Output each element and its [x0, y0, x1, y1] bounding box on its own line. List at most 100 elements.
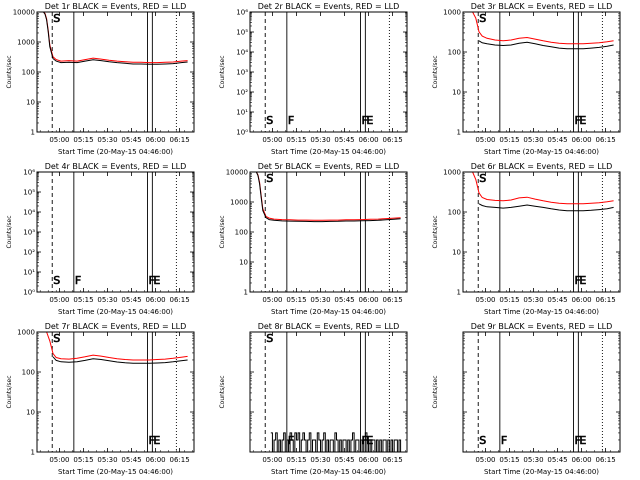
y-tick-label: 1	[244, 289, 248, 297]
marker-label: F	[75, 274, 81, 287]
y-tick-label: 10¹	[23, 269, 35, 277]
x-tick-label: 05:15	[286, 296, 306, 304]
marker-label: S	[479, 12, 486, 25]
y-tick-label: 100	[235, 229, 248, 237]
series-group	[270, 432, 403, 452]
y-axis-label: Counts/sec	[219, 55, 226, 88]
y-tick-label: 10⁰	[236, 129, 248, 137]
x-tick-label: 05:15	[499, 456, 519, 464]
series-group	[37, 332, 188, 364]
x-tick-label: 05:15	[499, 136, 519, 144]
y-axis-label: Counts/sec	[6, 55, 13, 88]
x-tick-label: 05:45	[121, 296, 141, 304]
detector-panel-9: Det 9r BLACK = Events, RED = LLD Counts/s…	[432, 322, 621, 476]
marker-label: E	[579, 114, 586, 127]
x-tick-label: 06:15	[169, 296, 189, 304]
events-series-line	[37, 12, 188, 65]
marker-label: E	[579, 274, 586, 287]
x-tick-label: 05:00	[262, 136, 282, 144]
x-axis-label: Start Time (20-May-15 04:46:00)	[271, 148, 386, 156]
y-tick-label: 10	[452, 249, 461, 257]
y-axis-label: Counts/sec	[6, 375, 13, 408]
x-tick-label: 05:00	[475, 456, 495, 464]
lld-series-line	[37, 332, 188, 361]
panel-title: Det 5r BLACK = Events, RED = LLD	[258, 162, 400, 171]
y-axis-label: Counts/sec	[6, 215, 13, 248]
x-axis-label: Start Time (20-May-15 04:46:00)	[58, 468, 173, 476]
panel-title: Det 4r BLACK = Events, RED = LLD	[45, 162, 187, 171]
y-axis-label: Counts/sec	[432, 215, 439, 248]
x-axis-label: Start Time (20-May-15 04:46:00)	[271, 468, 386, 476]
panel-title: Det 2r BLACK = Events, RED = LLD	[258, 2, 400, 11]
marker-label: S	[479, 172, 486, 185]
y-tick-label: 10³	[236, 69, 248, 77]
x-tick-label: 05:45	[121, 136, 141, 144]
y-tick-label: 100	[448, 49, 461, 57]
events-series-line	[52, 356, 188, 364]
marker-label: F	[362, 114, 368, 127]
x-tick-label: 05:45	[121, 456, 141, 464]
panel-title: Det 7r BLACK = Events, RED = LLD	[45, 322, 187, 331]
x-tick-label: 05:30	[523, 456, 543, 464]
plot-frame	[36, 11, 195, 133]
x-tick-label: 06:15	[169, 136, 189, 144]
detector-panel-3: Det 3r BLACK = Events, RED = LLD Counts/s…	[432, 2, 621, 156]
x-tick-label: 05:45	[334, 296, 354, 304]
y-tick-label: 10000	[13, 9, 35, 17]
detector-panel-7: Det 7r BLACK = Events, RED = LLD Counts/s…	[6, 322, 195, 476]
x-tick-label: 05:30	[523, 136, 543, 144]
panel-title: Det 1r BLACK = Events, RED = LLD	[45, 2, 187, 11]
marker-label: S	[266, 172, 273, 185]
x-tick-label: 05:45	[547, 296, 567, 304]
y-axis-label: Counts/sec	[432, 375, 439, 408]
y-tick-label: 100	[22, 369, 35, 377]
y-tick-label: 10⁵	[236, 29, 248, 37]
y-axis-label: Counts/sec	[219, 215, 226, 248]
series-group	[250, 172, 401, 223]
x-tick-label: 05:00	[262, 296, 282, 304]
y-tick-label: 10²	[23, 249, 35, 257]
y-tick-label: 10	[26, 409, 35, 417]
y-tick-label: 1000	[17, 39, 35, 47]
marker-label: E	[153, 274, 160, 287]
x-tick-label: 05:45	[547, 136, 567, 144]
series-group	[37, 12, 188, 65]
marker-label: F	[575, 114, 581, 127]
panel-title: Det 3r BLACK = Events, RED = LLD	[471, 2, 613, 11]
x-axis-label: Start Time (20-May-15 04:46:00)	[484, 468, 599, 476]
marker-label: F	[575, 434, 581, 447]
detector-panel-5: Det 5r BLACK = Events, RED = LLD Counts/s…	[219, 162, 408, 316]
y-tick-label: 10	[452, 89, 461, 97]
x-tick-label: 05:15	[499, 296, 519, 304]
x-tick-label: 06:00	[145, 136, 165, 144]
x-axis-label: Start Time (20-May-15 04:46:00)	[58, 308, 173, 316]
x-tick-label: 05:00	[49, 296, 69, 304]
marker-label: S	[266, 332, 273, 345]
detector-panel-1: Det 1r BLACK = Events, RED = LLD Counts/s…	[6, 2, 195, 156]
marker-label: F	[149, 274, 155, 287]
series-group	[463, 172, 614, 212]
y-tick-label: 1000	[17, 329, 35, 337]
y-tick-label: 10³	[23, 229, 35, 237]
y-tick-label: 100	[22, 69, 35, 77]
y-axis-label: Counts/sec	[219, 375, 226, 408]
marker-label: S	[53, 12, 60, 25]
y-tick-label: 10	[26, 99, 35, 107]
x-tick-label: 05:45	[334, 136, 354, 144]
x-tick-label: 05:00	[262, 456, 282, 464]
x-axis-label: Start Time (20-May-15 04:46:00)	[484, 148, 599, 156]
x-tick-label: 06:15	[382, 456, 402, 464]
x-tick-label: 05:30	[97, 296, 117, 304]
x-tick-label: 05:00	[475, 136, 495, 144]
x-tick-label: 05:15	[73, 136, 93, 144]
marker-label: S	[266, 114, 273, 127]
events-series-line	[478, 203, 614, 212]
marker-label: S	[479, 434, 486, 447]
x-axis-label: Start Time (20-May-15 04:46:00)	[271, 308, 386, 316]
y-tick-label: 10	[239, 259, 248, 267]
y-tick-label: 1	[31, 449, 35, 457]
y-tick-label: 1	[31, 129, 35, 137]
plot-frame	[462, 331, 621, 453]
x-tick-label: 05:15	[286, 136, 306, 144]
